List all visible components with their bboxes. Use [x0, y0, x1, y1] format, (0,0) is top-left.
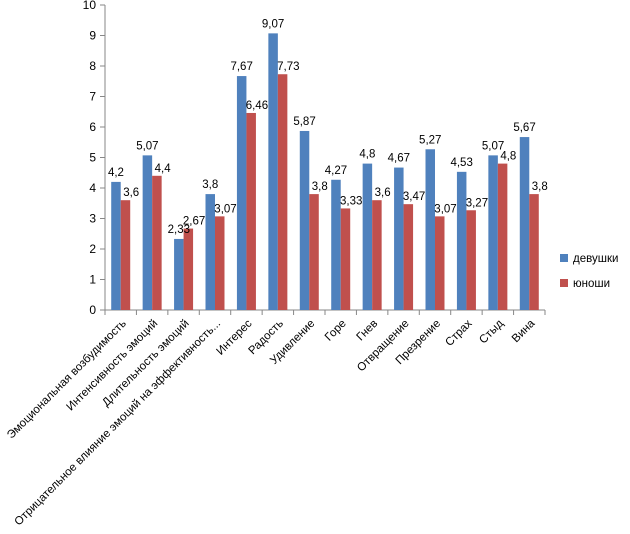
- category-label: Отрицательное влияние эмоций на эффектив…: [13, 318, 224, 529]
- data-label-yunoshi: 3,27: [466, 197, 488, 209]
- category-label: Страх: [443, 317, 474, 348]
- legend-label: юноши: [573, 278, 610, 290]
- chart-axes: [104, 5, 546, 315]
- data-label-yunoshi: 4,8: [500, 151, 516, 163]
- bar-yunoshi: [529, 194, 539, 310]
- legend-swatch: [560, 254, 568, 262]
- bar-yunoshi: [277, 74, 288, 310]
- bar-yunoshi: [497, 163, 508, 310]
- bar-devushki: [205, 194, 215, 310]
- bar-devushki: [519, 137, 530, 310]
- data-label-devushki: 5,87: [293, 116, 315, 128]
- category-label: Стыд: [477, 317, 506, 346]
- bar-devushki: [299, 130, 310, 310]
- y-tick-label: 1: [89, 273, 96, 287]
- bar-yunoshi: [246, 112, 256, 310]
- data-label-devushki: 5,67: [513, 122, 535, 134]
- data-label-devushki: 2,33: [168, 224, 190, 236]
- data-label-devushki: 3,8: [202, 179, 218, 191]
- bar-yunoshi: [340, 208, 351, 310]
- data-label-devushki: 4,8: [359, 149, 375, 161]
- data-label-yunoshi: 6,46: [246, 100, 268, 112]
- data-label-yunoshi: 3,07: [434, 203, 456, 215]
- category-label: Горе: [323, 318, 349, 344]
- bar-yunoshi: [466, 210, 476, 310]
- data-label-devushki: 5,07: [482, 140, 504, 152]
- bar-devushki: [394, 167, 404, 310]
- y-tick-label: 3: [89, 212, 96, 226]
- data-label-yunoshi: 3,33: [340, 195, 362, 207]
- bar-devushki: [456, 171, 467, 310]
- data-label-yunoshi: 3,8: [312, 181, 328, 193]
- category-label: Гнев: [354, 318, 380, 344]
- data-label-devushki: 5,07: [136, 140, 158, 152]
- y-tick-label: 8: [89, 59, 96, 73]
- data-label-devushki: 5,27: [419, 134, 441, 146]
- chart-legend: девушки юноши: [560, 253, 618, 290]
- category-label: Вина: [510, 317, 538, 345]
- bar-devushki: [268, 33, 278, 311]
- y-tick-label: 4: [89, 181, 96, 195]
- data-label-devushki: 4,27: [325, 165, 347, 177]
- bar-devushki: [236, 76, 247, 310]
- y-tick-label: 2: [89, 242, 96, 256]
- legend-swatch: [560, 279, 568, 287]
- y-tick-label: 10: [83, 0, 97, 12]
- y-tick-label: 7: [89, 90, 96, 104]
- legend-label: девушки: [573, 253, 618, 265]
- bar-devushki: [142, 155, 153, 310]
- data-label-devushki: 4,53: [450, 157, 472, 169]
- data-label-devushki: 4,2: [108, 167, 124, 179]
- bar-yunoshi: [372, 200, 382, 310]
- data-label-yunoshi: 3,47: [403, 191, 425, 203]
- bar-yunoshi: [215, 216, 225, 310]
- bar-devushki: [331, 179, 341, 310]
- bar-yunoshi: [183, 228, 194, 310]
- data-label-devushki: 9,07: [262, 18, 284, 30]
- bar-yunoshi: [120, 200, 131, 310]
- y-tick-label: 0: [89, 303, 96, 317]
- data-label-devushki: 4,67: [388, 153, 410, 165]
- category-labels: Эмоциональная возбудимостьИнтенсивность …: [5, 317, 538, 528]
- chart-bars: [111, 33, 539, 311]
- y-tick-label: 9: [89, 29, 96, 43]
- data-labels: 4,2 3,6 5,07 4,4 2,332,67 3,8 3,07 7,67 6,46 9,07…: [108, 18, 548, 236]
- data-label-yunoshi: 7,73: [277, 61, 299, 73]
- data-label-yunoshi: 3,07: [214, 203, 236, 215]
- bar-yunoshi: [152, 175, 162, 310]
- bar-devushki: [362, 163, 373, 310]
- data-label-yunoshi: 3,6: [375, 187, 391, 199]
- bar-yunoshi: [403, 204, 414, 310]
- bar-devushki: [425, 149, 435, 310]
- y-axis-ticks: 0 1 2 3 4 5 6 7 8 9 10: [83, 0, 105, 317]
- y-tick-label: 6: [89, 120, 96, 134]
- data-label-yunoshi: 3,6: [123, 187, 139, 199]
- bar-yunoshi: [435, 216, 445, 310]
- bar-yunoshi: [309, 194, 319, 310]
- data-label-devushki: 7,67: [230, 61, 252, 73]
- bar-devushki: [488, 155, 498, 310]
- data-label-yunoshi: 3,8: [532, 181, 548, 193]
- y-tick-label: 5: [89, 151, 96, 165]
- bar-devushki: [174, 238, 184, 310]
- data-label-yunoshi: 4,4: [155, 163, 172, 175]
- bar-devushki: [111, 181, 121, 310]
- data-label-yunoshi: 2,67: [183, 216, 205, 228]
